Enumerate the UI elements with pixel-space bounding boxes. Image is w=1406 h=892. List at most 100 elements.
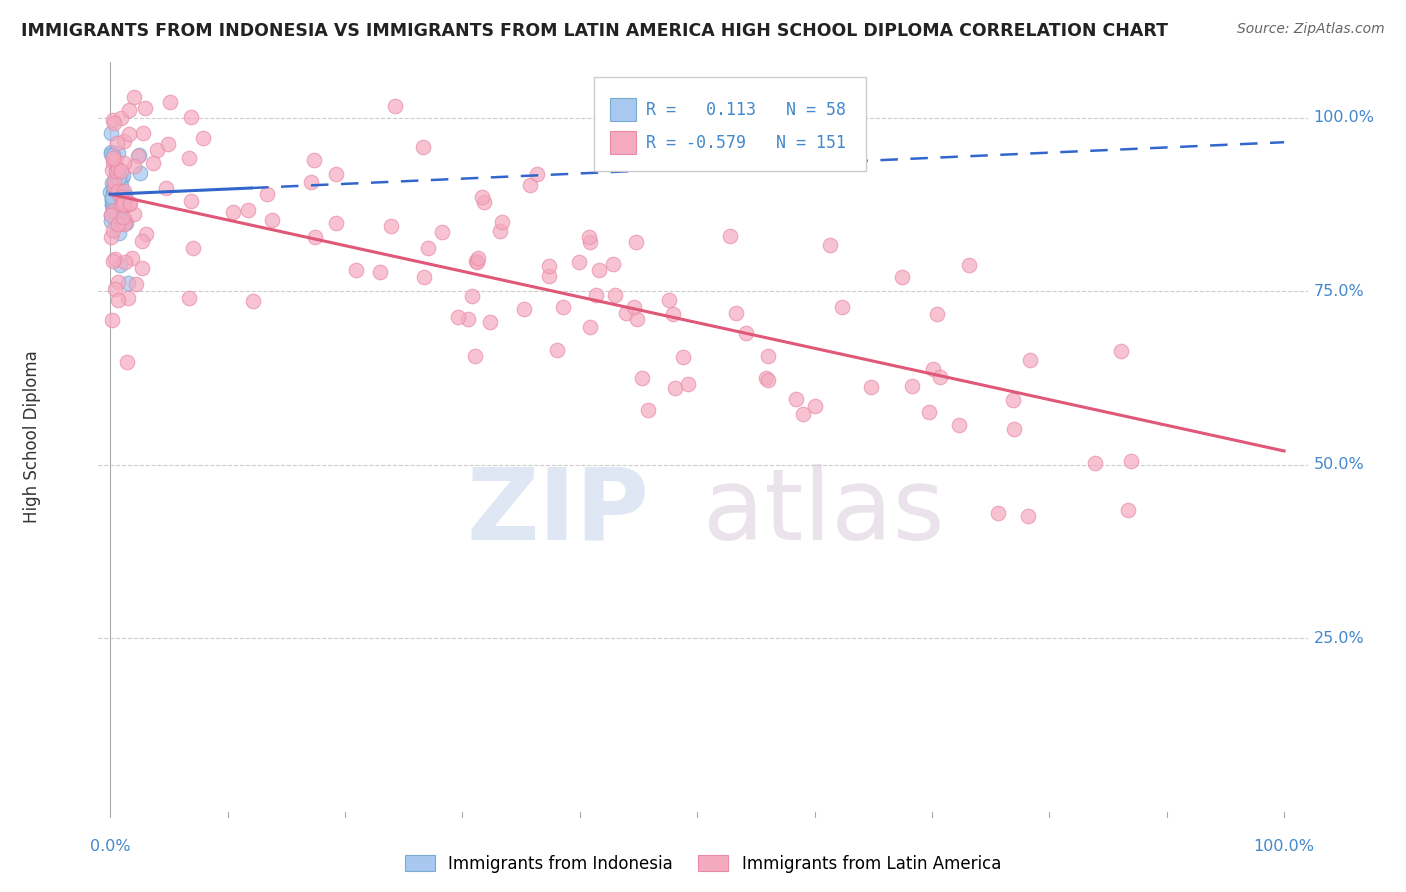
Point <box>108 196 131 211</box>
Point <box>1002 422 1025 436</box>
Point <box>579 320 602 334</box>
Point <box>101 155 124 169</box>
Point <box>623 300 645 314</box>
Point <box>464 253 486 268</box>
Point <box>100 214 122 228</box>
Text: High School Diploma: High School Diploma <box>22 351 41 524</box>
Point <box>108 167 131 181</box>
Point <box>256 186 278 201</box>
Point <box>664 382 686 396</box>
Point <box>614 306 637 320</box>
Point <box>103 179 125 194</box>
Point <box>114 189 136 203</box>
Point <box>457 312 479 326</box>
Point <box>412 140 434 154</box>
Point <box>100 208 122 222</box>
Point <box>121 251 143 265</box>
Point <box>122 90 145 104</box>
Point <box>193 130 215 145</box>
Point <box>142 156 165 170</box>
Point <box>101 223 124 237</box>
Point <box>661 308 683 322</box>
Point <box>103 174 125 188</box>
Text: 100.0%: 100.0% <box>1254 839 1315 855</box>
Bar <box>610 131 637 153</box>
Text: 75.0%: 75.0% <box>1313 284 1364 299</box>
Point <box>325 167 347 181</box>
Text: R = -0.579   N = 151: R = -0.579 N = 151 <box>647 134 846 152</box>
Point <box>104 164 127 178</box>
Point <box>110 203 132 218</box>
Point <box>157 136 180 151</box>
Point <box>718 228 741 243</box>
Point <box>101 193 124 207</box>
Point <box>131 260 153 275</box>
Point <box>101 185 124 199</box>
Point <box>785 392 807 406</box>
Point <box>107 184 129 198</box>
Point <box>585 288 607 302</box>
Point <box>103 202 125 217</box>
Point <box>180 194 202 208</box>
Point <box>222 204 245 219</box>
Point <box>413 269 436 284</box>
Bar <box>610 98 637 121</box>
Point <box>1019 353 1042 368</box>
Point <box>100 163 122 178</box>
Point <box>100 145 122 159</box>
Point <box>122 159 145 173</box>
Point <box>98 185 121 199</box>
Point <box>588 262 610 277</box>
Point <box>987 506 1010 520</box>
Point <box>145 143 167 157</box>
Point <box>101 182 124 196</box>
Point <box>831 300 853 314</box>
Point <box>304 230 326 244</box>
Point <box>918 405 941 419</box>
Point <box>103 116 125 130</box>
Point <box>104 186 127 201</box>
Point <box>302 153 325 168</box>
Text: IMMIGRANTS FROM INDONESIA VS IMMIGRANTS FROM LATIN AMERICA HIGH SCHOOL DIPLOMA C: IMMIGRANTS FROM INDONESIA VS IMMIGRANTS … <box>21 22 1168 40</box>
Point <box>103 203 125 218</box>
Point <box>624 235 647 249</box>
Point <box>112 155 135 169</box>
Point <box>1001 393 1024 408</box>
Point <box>1119 454 1142 468</box>
Point <box>513 302 536 317</box>
Point <box>101 191 124 205</box>
Point <box>860 379 883 393</box>
Point <box>929 370 952 384</box>
Point <box>112 217 135 231</box>
Point <box>578 230 600 244</box>
Point <box>135 227 157 241</box>
Point <box>155 181 177 195</box>
Point <box>418 241 440 255</box>
Point <box>107 170 129 185</box>
Point <box>112 168 135 182</box>
Point <box>115 216 138 230</box>
Point <box>103 183 125 197</box>
Point <box>344 263 367 277</box>
Point <box>948 417 970 432</box>
Point <box>112 134 135 148</box>
Point <box>115 355 138 369</box>
Point <box>101 185 124 199</box>
Point <box>578 235 600 249</box>
Point <box>101 190 124 204</box>
Point <box>734 326 756 340</box>
Point <box>626 312 648 326</box>
Point <box>107 181 129 195</box>
Point <box>112 210 135 224</box>
Point <box>602 257 624 271</box>
Point <box>538 259 561 273</box>
Point <box>818 238 841 252</box>
Point <box>103 151 125 165</box>
Point <box>122 206 145 220</box>
Point <box>922 361 945 376</box>
Point <box>107 146 129 161</box>
Point <box>110 186 132 201</box>
Point <box>368 265 391 279</box>
Point <box>118 195 141 210</box>
Point <box>1084 456 1107 470</box>
